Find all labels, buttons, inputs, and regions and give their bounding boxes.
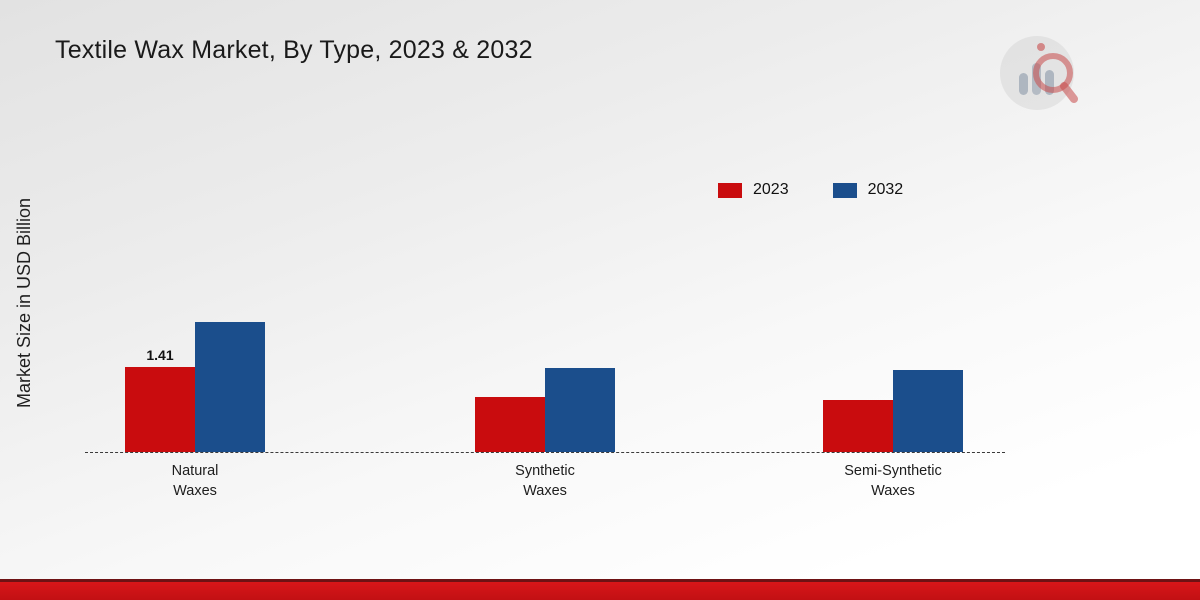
plot-area: 1.41 Natural Waxes Synthetic Waxes Semi-Synth…	[85, 190, 1005, 499]
bar-2023: 1.41	[125, 347, 195, 452]
page-title: Textile Wax Market, By Type, 2023 & 2032	[55, 36, 533, 64]
bar-2023	[475, 397, 545, 452]
chart-legend: 2023 2032	[718, 181, 903, 199]
logo-magnifier-handle	[1060, 82, 1078, 103]
bar-group: Synthetic Waxes	[475, 368, 615, 499]
logo-magnifier-icon	[1033, 53, 1073, 93]
brand-logo	[1000, 36, 1078, 110]
logo-dot	[1037, 43, 1045, 51]
category-label: Semi-Synthetic Waxes	[844, 463, 942, 500]
bar-2023	[823, 400, 893, 452]
category-label: Synthetic Waxes	[515, 463, 575, 500]
category-label: Natural Waxes	[171, 463, 219, 500]
bar-group: 1.41 Natural Waxes	[125, 322, 265, 499]
legend-label-2032: 2032	[867, 181, 904, 198]
bar-group: Semi-Synthetic Waxes	[823, 370, 963, 499]
legend-item-2023: 2023	[718, 181, 789, 199]
footer-red-strip	[0, 579, 1200, 600]
bar-2032	[893, 370, 963, 452]
legend-label-2023: 2023	[753, 181, 789, 198]
bar-2032	[545, 368, 615, 452]
y-axis-label: Market Size in USD Billion	[14, 197, 34, 409]
bar-value-label: 1.41	[146, 347, 174, 363]
bar-2032	[195, 322, 265, 452]
legend-swatch-2032	[832, 182, 857, 198]
legend-item-2032: 2032	[832, 181, 904, 199]
logo-bar-1	[1019, 73, 1028, 95]
legend-swatch-2023	[718, 182, 742, 198]
